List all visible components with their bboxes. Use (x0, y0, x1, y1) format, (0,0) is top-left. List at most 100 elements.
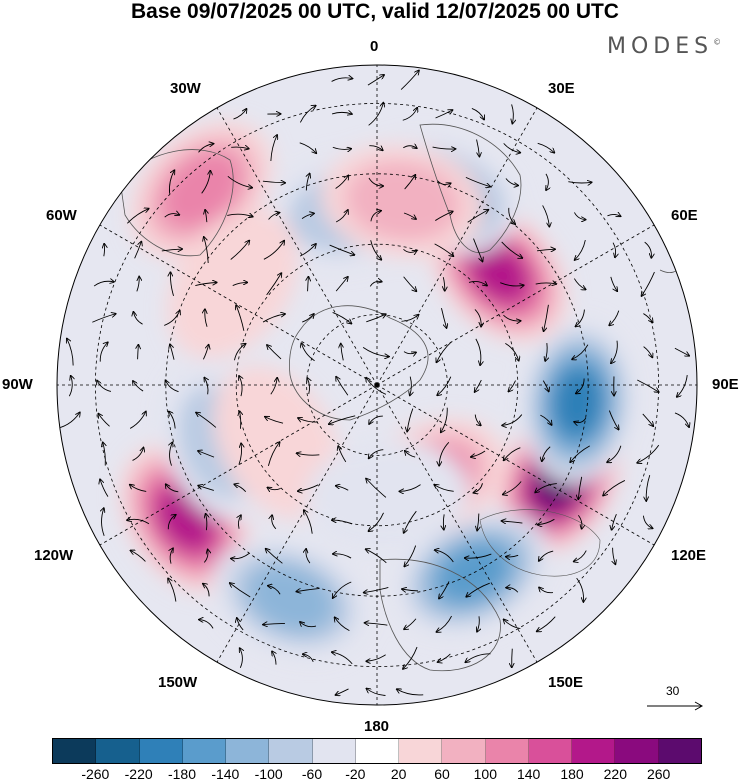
brand-name: MODES (607, 34, 714, 59)
wind-arrow (403, 248, 416, 252)
wind-arrow (576, 378, 585, 393)
wind-arrow (133, 381, 144, 392)
wind-arrow (546, 173, 548, 190)
wind-arrow (366, 314, 385, 323)
wind-arrow (576, 309, 585, 327)
wind-arrow (504, 447, 521, 461)
anomaly-blobs (119, 121, 635, 659)
reference-vector-value: 30 (666, 684, 680, 698)
wind-arrow (537, 249, 555, 251)
wind-arrow (443, 277, 444, 291)
anomaly-blob (167, 209, 299, 359)
wind-arrow (611, 340, 618, 364)
wind-arrow (474, 414, 481, 426)
wind-arrow (306, 174, 309, 191)
wind-arrow (642, 515, 652, 529)
wind-arrow (642, 271, 655, 296)
wind-arrow (268, 213, 280, 220)
wind-arrow (272, 515, 277, 530)
latitude-circle (94, 102, 660, 668)
wind-arrow (93, 281, 114, 287)
wind-arrow (537, 616, 556, 632)
wind-arrow (167, 515, 175, 530)
colorbar-swatch (572, 739, 616, 763)
wind-arrow (612, 514, 617, 530)
wind-arrow (505, 178, 518, 186)
wind-arrow (508, 207, 515, 224)
wind-arrow (100, 479, 109, 497)
wind-arrow (400, 70, 419, 90)
wind-arrow (537, 142, 555, 152)
wind-arrow (130, 485, 147, 492)
wind-arrow (231, 553, 250, 558)
wind-arrow (402, 108, 417, 121)
wind-arrow (637, 444, 660, 463)
wind-arrow (365, 623, 388, 625)
wind-arrow (230, 241, 250, 260)
anomaly-blob (211, 538, 370, 659)
wind-vectors (60, 70, 689, 695)
wind-arrow (366, 549, 387, 564)
wind-arrow (126, 209, 148, 224)
wind-arrow (168, 170, 174, 194)
wind-arrow (332, 147, 351, 149)
wind-arrow (576, 577, 584, 602)
wind-arrow (266, 549, 283, 564)
wind-arrow (403, 646, 418, 669)
wind-arrow (170, 272, 174, 296)
wind-arrow (471, 108, 484, 119)
colorbar-swatch (53, 739, 97, 763)
wind-arrow (298, 484, 319, 491)
wind-arrow (466, 582, 490, 597)
wind-arrow (332, 520, 353, 525)
colorbar-swatch (355, 739, 400, 763)
wind-arrow (92, 314, 115, 323)
field-layer (57, 65, 697, 705)
colorbar-tick-label: 140 (516, 766, 541, 782)
wind-arrow (477, 513, 479, 531)
wind-arrow (170, 442, 173, 466)
wind-arrow (574, 550, 587, 562)
wind-arrow (341, 344, 344, 361)
wind-arrow (239, 376, 242, 397)
wind-arrow (240, 648, 243, 669)
wind-arrow (369, 415, 383, 424)
lon-label-60w: 60W (46, 207, 77, 224)
map-title: Base 09/07/2025 00 UTC, valid 12/07/2025… (131, 0, 619, 23)
wind-arrow (603, 480, 626, 495)
wind-arrow (399, 484, 421, 492)
wind-arrow (439, 581, 450, 598)
wind-arrow (170, 344, 175, 360)
wind-arrow (441, 407, 448, 433)
wind-arrow (578, 514, 582, 529)
wind-arrow (474, 483, 483, 492)
wind-arrow (538, 518, 555, 524)
wind-arrow (205, 210, 207, 223)
wind-arrow (204, 237, 209, 264)
wind-arrow (441, 308, 446, 328)
anomaly-contour (167, 209, 299, 359)
wind-arrow (129, 412, 146, 429)
colorbar-tick-label: 220 (603, 766, 628, 782)
wind-arrow (368, 103, 384, 126)
wind-arrow (607, 445, 622, 463)
wind-arrow (609, 310, 620, 326)
wind-arrow (230, 583, 251, 598)
wind-arrow (368, 512, 384, 531)
map-boundary (56, 64, 698, 706)
lon-label-30e: 30E (548, 80, 575, 97)
wind-arrow (301, 213, 314, 219)
wind-arrow (608, 410, 618, 430)
wind-arrow (437, 376, 452, 396)
colorbar-swatch (312, 739, 356, 763)
wind-arrow (169, 412, 176, 429)
wind-arrow (268, 586, 281, 595)
wind-arrow (60, 412, 80, 429)
wind-arrow (204, 378, 208, 395)
wind-arrow (267, 345, 282, 360)
wind-arrow (436, 615, 452, 632)
colorbar-tick-label: 100 (473, 766, 498, 782)
meridian-line (99, 224, 378, 386)
wind-arrow (238, 515, 240, 529)
wind-arrow (366, 479, 387, 498)
